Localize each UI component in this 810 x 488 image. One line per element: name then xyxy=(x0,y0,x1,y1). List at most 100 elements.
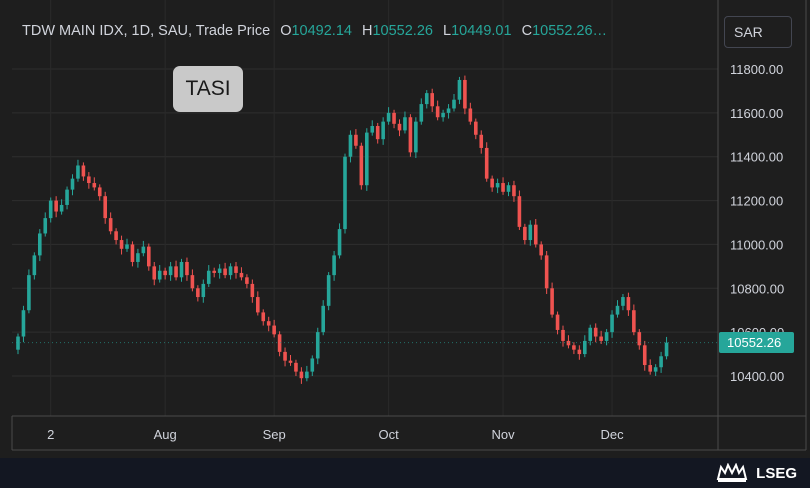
candle-body xyxy=(528,224,533,241)
time-tick-label: Sep xyxy=(263,427,286,442)
candle-body xyxy=(626,297,631,311)
brand-logo: LSEG xyxy=(716,463,797,483)
candle-body xyxy=(245,277,249,284)
candle-body xyxy=(256,297,260,313)
candle-body xyxy=(212,270,216,273)
candle-body xyxy=(206,270,211,284)
candle-body xyxy=(359,145,364,186)
candle-body xyxy=(408,117,413,153)
candle-body xyxy=(65,189,69,205)
candle-body xyxy=(305,371,309,379)
price-tick-label: 10400.00 xyxy=(730,369,784,384)
candle-body xyxy=(152,266,157,280)
candle-body xyxy=(234,266,238,273)
high-label: H xyxy=(362,23,373,39)
candle-body xyxy=(27,275,31,311)
candle-body xyxy=(261,312,266,322)
currency-button[interactable]: SAR xyxy=(724,16,792,48)
candle-body xyxy=(637,332,642,346)
candle-body xyxy=(642,345,647,366)
price-axis[interactable]: 10400.0010600.0010800.0011000.0011200.00… xyxy=(730,62,784,384)
candle-body xyxy=(250,283,255,298)
candle-body xyxy=(441,112,445,118)
candle-body xyxy=(310,358,315,372)
grid-lines xyxy=(12,0,718,416)
time-tick-label: 2 xyxy=(47,427,54,442)
candle-body xyxy=(168,266,173,276)
candle-body xyxy=(92,183,97,188)
footer-bar: LSEG xyxy=(0,458,810,488)
candle-body xyxy=(59,204,64,212)
open-label: O xyxy=(280,23,292,39)
price-tick-label: 11400.00 xyxy=(730,150,783,165)
tasi-badge: TASI xyxy=(173,66,243,112)
candle-body xyxy=(32,255,37,276)
brand-name: LSEG xyxy=(756,464,797,482)
price-tick-label: 10800.00 xyxy=(730,281,784,296)
candle-body xyxy=(523,226,527,241)
candle-body xyxy=(664,342,669,357)
candle-body xyxy=(533,224,538,245)
candle-body xyxy=(223,268,227,276)
candle-body xyxy=(147,246,151,267)
close-value: 10552.26… xyxy=(532,23,608,39)
candle-body xyxy=(474,121,478,135)
candle-body xyxy=(141,246,146,254)
candle-body xyxy=(87,176,91,184)
time-tick-label: Aug xyxy=(154,427,177,442)
candle-body xyxy=(501,183,505,192)
candle-body xyxy=(392,112,396,124)
candle-body xyxy=(315,332,320,359)
candle-body xyxy=(479,134,484,148)
candle-body xyxy=(266,321,271,326)
candle-body xyxy=(283,351,287,361)
candle-body xyxy=(539,244,543,256)
candle-body xyxy=(397,123,402,131)
candle-body xyxy=(424,93,429,105)
candle-body xyxy=(544,255,549,289)
candle-body xyxy=(157,270,162,280)
candle-body xyxy=(21,310,26,337)
candle-body xyxy=(272,325,276,335)
high-value: 10552.26 xyxy=(372,23,433,39)
candle-body xyxy=(201,283,206,298)
candle-body xyxy=(659,356,663,368)
candle-body xyxy=(179,261,184,278)
candle-body xyxy=(365,132,369,186)
candle-body xyxy=(615,305,620,315)
candlestick-chart[interactable]: 10400.0010600.0010800.0011000.0011200.00… xyxy=(0,0,810,458)
candle-body xyxy=(70,178,75,190)
candle-body xyxy=(321,305,325,333)
time-axis[interactable]: 2 Aug Sep Oct Nov Dec xyxy=(47,427,624,442)
candle-body xyxy=(326,275,331,306)
candle-body xyxy=(555,314,560,330)
candle-body xyxy=(136,253,140,262)
candle-body xyxy=(419,104,424,122)
candle-body xyxy=(337,229,342,256)
chart-panel: 10400.0010600.0010800.0011000.0011200.00… xyxy=(0,0,810,458)
candle-body xyxy=(38,233,42,256)
symbol-info: TDW MAIN IDX, 1D, SAU, Trade Price xyxy=(22,23,271,39)
low-value: 10449.01 xyxy=(451,23,512,39)
candle-body xyxy=(174,266,178,278)
price-tick-label: 11600.00 xyxy=(730,106,783,121)
candle-body xyxy=(577,349,582,355)
candle-body xyxy=(561,329,565,341)
candle-body xyxy=(506,185,511,192)
candle-body xyxy=(452,99,456,109)
candle-body xyxy=(457,79,462,100)
candle-body xyxy=(610,314,614,333)
candle-body xyxy=(130,244,135,262)
lseg-logo-icon xyxy=(716,463,748,482)
candle-body xyxy=(517,196,522,227)
time-tick-label: Oct xyxy=(378,427,399,442)
time-tick-label: Dec xyxy=(600,427,624,442)
candle-body xyxy=(97,187,102,197)
candle-body xyxy=(403,117,407,131)
candle-body xyxy=(550,288,554,315)
candle-body xyxy=(604,332,609,341)
candle-body xyxy=(163,270,167,276)
candle-body xyxy=(599,336,603,341)
candle-body xyxy=(54,200,58,212)
candle-body xyxy=(446,108,451,113)
